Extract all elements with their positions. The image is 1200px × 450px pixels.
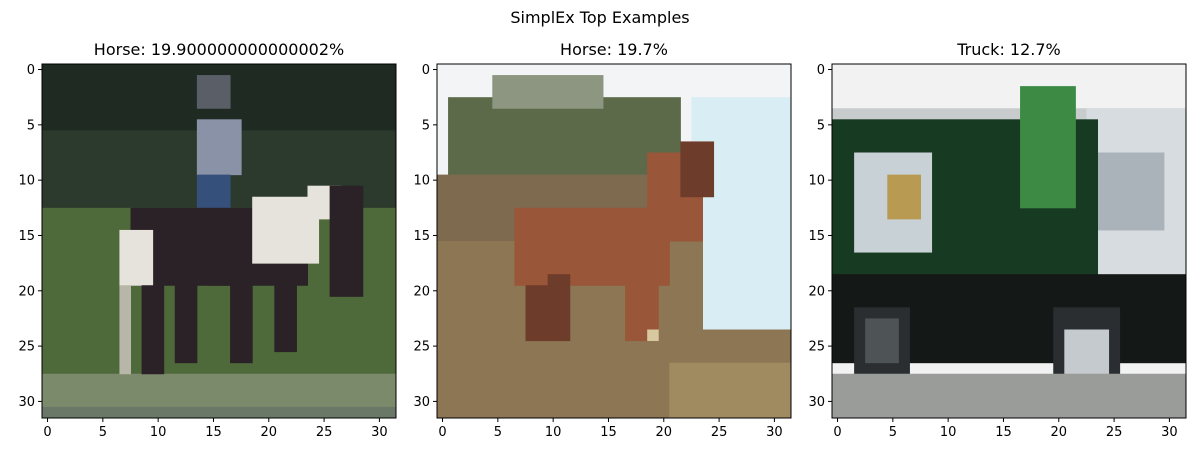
- x-tick-label: 25: [1106, 425, 1123, 440]
- image-region: [887, 174, 921, 220]
- y-tick-label: 5: [817, 118, 825, 133]
- y-tick-label: 20: [808, 284, 825, 299]
- image-region: [448, 97, 681, 176]
- image-region: [514, 207, 670, 286]
- y-tick-label: 0: [422, 63, 430, 78]
- x-tick-label: 0: [833, 425, 841, 440]
- subplot-title: Horse: 19.7%: [560, 40, 668, 59]
- image-region: [42, 373, 396, 408]
- x-tick-label: 20: [656, 425, 673, 440]
- x-tick-label: 20: [261, 425, 278, 440]
- x-tick-label: 30: [766, 425, 783, 440]
- x-tick-label: 15: [600, 425, 617, 440]
- x-tick-label: 5: [889, 425, 897, 440]
- x-tick-label: 5: [99, 425, 107, 440]
- image-2: [437, 64, 791, 418]
- subplot-3: Truck: 12.7% 0 5 10 15 20 25 30 0 5 10 15 20 25 30: [808, 40, 1187, 440]
- y-tick-label: 5: [422, 118, 430, 133]
- y-tick-label: 15: [413, 229, 430, 244]
- y-tick-label: 25: [808, 340, 825, 355]
- image-region: [1064, 329, 1110, 375]
- image-region: [42, 406, 396, 418]
- y-tick-label: 20: [413, 284, 430, 299]
- y-tick-label: 25: [413, 340, 430, 355]
- x-tick-label: 5: [494, 425, 502, 440]
- x-tick-label: 30: [371, 425, 388, 440]
- y-tick-label: 0: [817, 63, 825, 78]
- image-region: [274, 274, 297, 353]
- y-tick-label: 10: [808, 174, 825, 189]
- x-tick-label: 25: [316, 425, 333, 440]
- image-region: [1020, 86, 1076, 209]
- image-region: [196, 75, 231, 109]
- image-region: [492, 75, 604, 109]
- x-tick-label: 10: [940, 425, 957, 440]
- x-tick-label: 25: [711, 425, 728, 440]
- y-tick-label: 15: [18, 229, 35, 244]
- subplot-2: Horse: 19.7% 0 5 10 15 20 25 30 0 5 10 15 20 25 30: [413, 40, 792, 440]
- x-tick-label: 30: [1161, 425, 1178, 440]
- image-region: [691, 97, 791, 342]
- x-tick-label: 0: [438, 425, 446, 440]
- image-3: [832, 64, 1186, 418]
- x-tick-label: 10: [545, 425, 562, 440]
- subplot-title: Truck: 12.7%: [956, 40, 1061, 59]
- image-region: [174, 274, 198, 364]
- image-region: [1097, 152, 1165, 231]
- image-region: [647, 329, 659, 342]
- y-tick-label: 10: [18, 174, 35, 189]
- image-region: [196, 119, 242, 176]
- y-tick-label: 25: [18, 340, 35, 355]
- image-region: [832, 373, 1186, 418]
- image-region: [865, 318, 899, 364]
- subplot-title: Horse: 19.900000000000002%: [94, 40, 344, 59]
- image-region: [119, 229, 154, 286]
- image-region: [669, 362, 791, 418]
- y-tick-label: 30: [18, 395, 35, 410]
- y-tick-label: 0: [27, 63, 35, 78]
- y-tick-label: 5: [27, 118, 35, 133]
- image-region: [230, 274, 253, 364]
- axes-frame: [436, 63, 792, 419]
- y-tick-label: 15: [808, 229, 825, 244]
- image-region: [329, 185, 364, 297]
- x-tick-label: 15: [995, 425, 1012, 440]
- image-region: [547, 274, 571, 342]
- axes-frame: [41, 63, 397, 419]
- x-tick-label: 0: [43, 425, 51, 440]
- image-region: [525, 285, 549, 342]
- y-tick-label: 10: [413, 174, 430, 189]
- axes-frame: [831, 63, 1187, 419]
- subplot-1: Horse: 19.900000000000002% 0 5 10 15 20 25 30 0 5…: [18, 40, 397, 440]
- x-tick-label: 10: [150, 425, 167, 440]
- y-tick-label: 30: [413, 395, 430, 410]
- image-1: [42, 64, 396, 418]
- y-tick-label: 30: [808, 395, 825, 410]
- y-tick-label: 20: [18, 284, 35, 299]
- image-region: [119, 285, 131, 375]
- image-region: [680, 141, 715, 198]
- figure-suptitle: SimplEx Top Examples: [510, 8, 689, 27]
- image-region: [141, 285, 165, 375]
- x-tick-label: 20: [1051, 425, 1068, 440]
- x-tick-label: 15: [205, 425, 222, 440]
